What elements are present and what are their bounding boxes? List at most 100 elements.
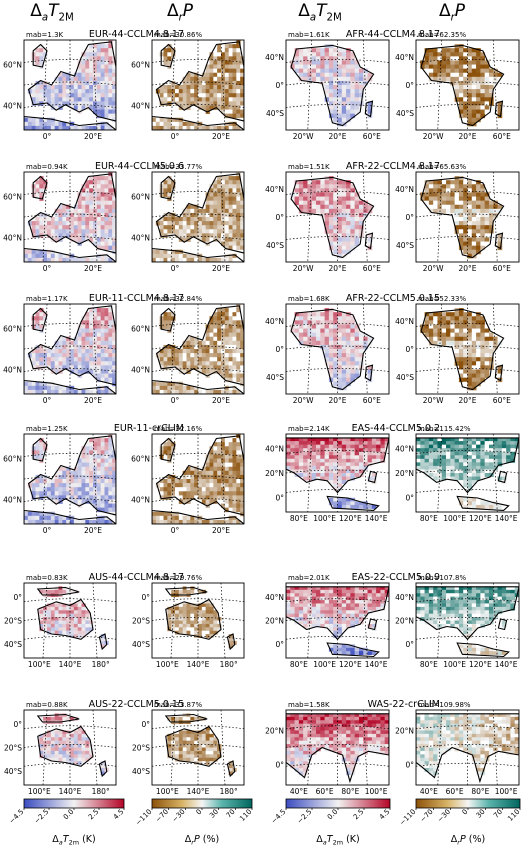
grid-cell xyxy=(24,117,29,123)
grid-cell xyxy=(224,474,230,480)
graticule-lat xyxy=(24,762,116,767)
grid-cell xyxy=(96,221,102,226)
grid-cell xyxy=(58,750,63,755)
graticule-lat xyxy=(286,323,389,327)
grid-cell xyxy=(367,204,373,210)
grid-cell xyxy=(337,365,343,370)
grid-cell xyxy=(240,503,244,509)
grid-cell xyxy=(240,357,244,362)
coastline xyxy=(155,435,244,516)
grid-cell xyxy=(66,716,71,721)
grid-cell xyxy=(484,373,490,379)
grid-cell xyxy=(240,217,244,222)
grid-cell xyxy=(333,455,338,460)
coastline xyxy=(24,379,116,394)
grid-cell xyxy=(108,450,113,455)
grid-cell xyxy=(108,229,113,234)
grid-cell xyxy=(100,221,105,226)
grid-cell xyxy=(182,353,187,358)
panel-frame xyxy=(23,709,117,786)
grid-cell xyxy=(294,64,300,70)
grid-cell xyxy=(205,757,210,762)
grid-cell xyxy=(50,733,56,738)
grid-cell xyxy=(324,208,330,214)
grid-cell xyxy=(77,744,82,748)
grid-cell xyxy=(476,117,481,123)
grid-cell xyxy=(240,458,244,464)
grid-cell xyxy=(163,312,168,317)
grid-cell xyxy=(467,328,473,334)
grid-cell xyxy=(471,101,477,106)
grid-cell xyxy=(190,613,195,618)
grid-cell xyxy=(328,72,334,78)
grid-cell xyxy=(50,257,56,262)
grid-cell xyxy=(43,48,48,53)
grid-cell xyxy=(471,180,477,185)
grid-cell xyxy=(209,623,214,628)
grid-cell xyxy=(240,499,244,504)
grid-cell xyxy=(416,441,421,446)
grid-cell xyxy=(108,369,113,374)
grid-cell xyxy=(480,93,486,98)
grid-cell xyxy=(213,744,218,748)
grid-cell xyxy=(182,369,187,374)
grid-cell xyxy=(463,241,468,247)
grid-cell xyxy=(328,241,334,247)
grid-cell xyxy=(209,365,214,370)
grid-cell xyxy=(201,101,207,106)
grid-cell xyxy=(175,89,180,94)
grid-cell xyxy=(43,121,48,127)
grid-cell xyxy=(458,225,464,230)
grid-cell xyxy=(488,349,494,354)
lon-tick: 20°E xyxy=(84,264,102,273)
grid-cell xyxy=(324,192,330,197)
grid-cell xyxy=(77,474,82,480)
grid-cell xyxy=(73,357,79,362)
grid-cell xyxy=(182,519,187,524)
grid-cell xyxy=(454,212,460,218)
grid-cell xyxy=(54,630,59,635)
grid-cell xyxy=(236,466,241,472)
grid-cell xyxy=(240,101,244,106)
grid-cell xyxy=(209,217,214,222)
grid-cell xyxy=(221,353,226,358)
grid-cell xyxy=(35,316,40,321)
grid-cell xyxy=(458,365,464,370)
grid-cell xyxy=(328,373,334,379)
grid-cell xyxy=(73,233,79,238)
grid-cell xyxy=(198,479,203,484)
grid-cell xyxy=(240,332,244,338)
grid-cell xyxy=(66,76,71,82)
grid-cell xyxy=(163,52,168,57)
grid-cell xyxy=(66,85,71,90)
grid-cell xyxy=(346,361,351,366)
grid-cell xyxy=(463,208,468,214)
grid-cell xyxy=(217,97,222,102)
grid-cell xyxy=(311,458,317,463)
grid-cell xyxy=(228,196,233,202)
grid-cell xyxy=(354,373,360,379)
grid-cell xyxy=(493,80,498,86)
grid-cell xyxy=(221,458,226,464)
grid-cell xyxy=(480,200,486,206)
grid-cell xyxy=(346,93,351,98)
grid-cell xyxy=(27,221,33,226)
grid-cell xyxy=(186,361,191,366)
grid-cell xyxy=(50,744,56,748)
grid-cell xyxy=(213,627,218,632)
grid-cell xyxy=(228,192,233,197)
grid-cell xyxy=(62,229,67,234)
grid-cell xyxy=(471,369,477,374)
grid-cell xyxy=(328,217,334,222)
grid-cell xyxy=(190,204,195,210)
graticule-lat xyxy=(152,725,244,730)
grid-cell xyxy=(100,97,105,102)
grid-cell xyxy=(441,192,447,197)
grid-cell xyxy=(441,200,447,206)
grid-cell xyxy=(450,48,456,53)
grid-cell xyxy=(428,200,434,206)
grid-cell xyxy=(232,320,237,325)
grid-cell xyxy=(198,229,203,234)
grid-cell xyxy=(163,101,168,106)
grid-cell xyxy=(43,125,48,130)
